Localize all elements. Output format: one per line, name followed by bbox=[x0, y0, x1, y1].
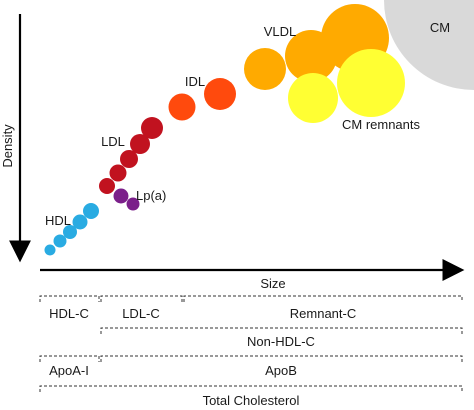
lpa-label: Lp(a) bbox=[136, 188, 166, 203]
hdl-label: HDL bbox=[45, 213, 71, 228]
lpa-particles bbox=[113, 188, 140, 211]
idl-particles bbox=[168, 78, 236, 121]
apob-label: ApoB bbox=[265, 363, 297, 378]
cm-remnant-particles bbox=[288, 49, 405, 123]
ldl-particles bbox=[99, 117, 163, 194]
ldl-c-label: LDL-C bbox=[122, 306, 160, 321]
non-hdl-c-label: Non-HDL-C bbox=[247, 334, 315, 349]
hdl-particles bbox=[44, 203, 99, 256]
bracket-row-3 bbox=[39, 355, 463, 362]
total-cholesterol-label: Total Cholesterol bbox=[203, 393, 300, 408]
y-axis-label: Density bbox=[0, 124, 15, 168]
cm-remnants-label: CM remnants bbox=[342, 117, 421, 132]
idl-label: IDL bbox=[185, 74, 205, 89]
bracket-row-2 bbox=[100, 327, 463, 334]
x-axis-label: Size bbox=[260, 276, 285, 291]
bracket-row-4 bbox=[39, 385, 463, 392]
cm-label: CM bbox=[430, 20, 450, 35]
ldl-label: LDL bbox=[101, 134, 125, 149]
apoa1-label: ApoA-I bbox=[49, 363, 89, 378]
cm-particle bbox=[384, 0, 474, 90]
remnant-c-label: Remnant-C bbox=[290, 306, 356, 321]
vldl-label: VLDL bbox=[264, 24, 297, 39]
hdl-c-label: HDL-C bbox=[49, 306, 89, 321]
bracket-row-1 bbox=[39, 295, 463, 302]
